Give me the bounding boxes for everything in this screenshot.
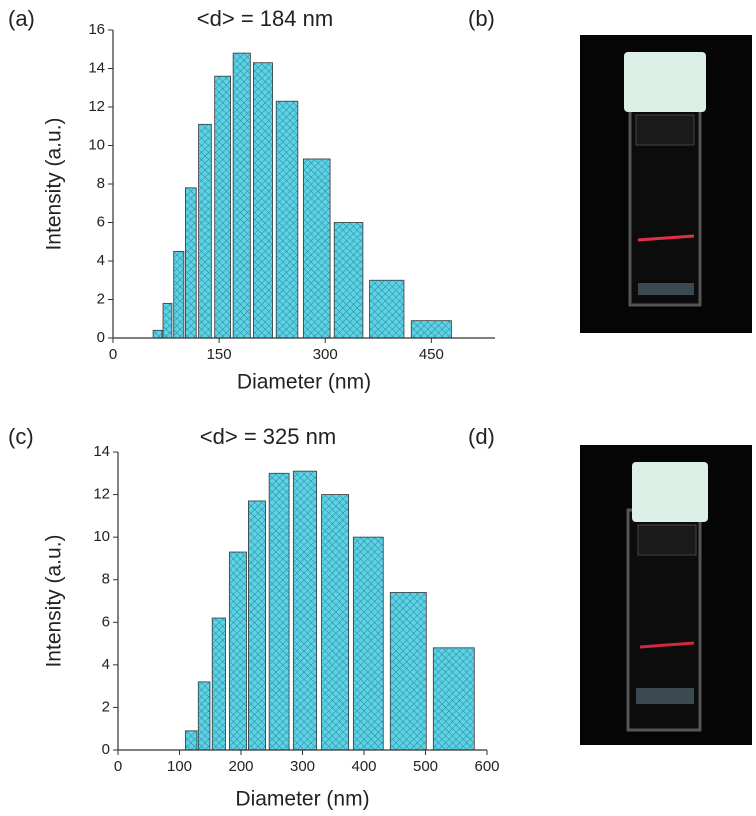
y-tick-label: 12 [93,486,110,503]
bar-hatch [248,500,266,750]
bar-hatch [334,222,363,338]
y-tick-label: 8 [97,175,105,192]
bar-hatch [163,303,172,338]
bar-hatch [369,280,404,338]
panel-label: (d) [468,424,495,449]
y-tick-label: 8 [102,571,110,588]
bar-hatch [433,647,475,750]
bar-hatch [411,320,452,338]
y-axis-label: Intensity (a.u.) [43,117,66,250]
y-tick-label: 6 [102,613,110,630]
x-axis-label: Diameter (nm) [235,788,369,811]
x-tick-label: 300 [290,758,315,775]
y-axis-label: Intensity (a.u.) [43,534,66,667]
panel-label: (a) [8,6,35,31]
bar-hatch [185,187,197,338]
y-tick-label: 14 [88,59,105,76]
bar-hatch [198,681,210,750]
x-tick-label: 400 [351,758,376,775]
bar-hatch [321,494,349,750]
panel-label: (b) [468,6,495,31]
bar-hatch [303,158,331,338]
x-tick-label: 0 [109,346,117,363]
bar-hatch [212,618,226,750]
bar-hatch [293,471,317,750]
bar-hatch [276,101,298,338]
y-tick-label: 14 [93,443,110,460]
bar-hatch [390,592,427,750]
y-tick-label: 6 [97,213,105,230]
x-tick-label: 300 [313,346,338,363]
bar-hatch [185,730,197,750]
y-tick-label: 4 [97,252,105,269]
y-tick-label: 4 [102,656,110,673]
x-axis-label: Diameter (nm) [237,371,371,394]
bar-hatch [233,53,251,338]
y-tick-label: 2 [97,290,105,307]
x-tick-label: 600 [474,758,499,775]
x-tick-label: 150 [207,346,232,363]
bar-hatch [353,537,384,750]
x-tick-label: 450 [419,346,444,363]
y-tick-label: 0 [102,741,110,758]
photo [580,35,752,333]
bar-hatch [214,76,231,338]
chart-title: <d> = 325 nm [200,424,336,449]
x-tick-label: 500 [413,758,438,775]
bar-hatch [269,473,290,750]
bar-hatch [153,330,163,338]
x-tick-label: 100 [167,758,192,775]
y-tick-label: 12 [88,98,105,115]
y-tick-label: 16 [88,21,105,38]
panel-label: (c) [8,424,34,449]
y-tick-label: 10 [88,136,105,153]
bar-hatch [229,552,247,750]
y-tick-label: 0 [97,329,105,346]
y-tick-label: 10 [93,528,110,545]
bar-hatch [198,124,212,338]
bar-hatch [173,251,184,338]
photo [580,445,752,745]
chart-title: <d> = 184 nm [197,6,333,31]
x-tick-label: 200 [228,758,253,775]
x-tick-label: 0 [114,758,122,775]
y-tick-label: 2 [102,698,110,715]
bar-hatch [253,62,273,338]
